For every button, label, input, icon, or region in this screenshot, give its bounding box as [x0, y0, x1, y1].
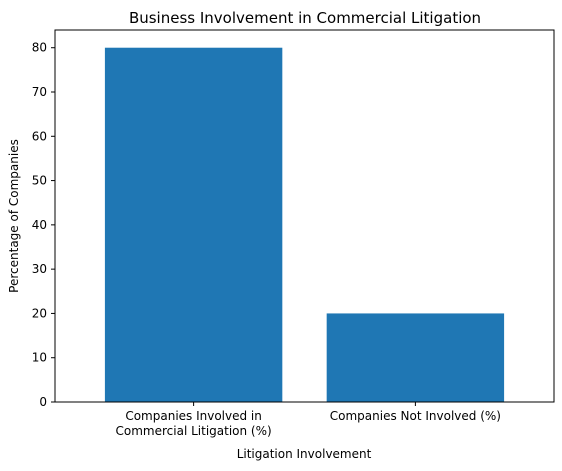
y-tick-label-10: 10: [32, 351, 47, 365]
y-tick-label-40: 40: [32, 218, 47, 232]
y-tick-label-0: 0: [39, 395, 47, 409]
x-tick-label-1: Companies Not Involved (%): [330, 409, 501, 423]
y-tick-label-50: 50: [32, 174, 47, 188]
bars-group: [104, 47, 505, 403]
y-axis-label: Percentage of Companies: [7, 139, 21, 293]
x-tick-label-0: Companies Involved in Commercial Litigati…: [116, 409, 272, 438]
y-axis: 0 10 20 30 40 50 60 70 80: [32, 41, 55, 409]
y-tick-label-80: 80: [32, 41, 47, 55]
y-tick-label-60: 60: [32, 129, 47, 143]
x-axis: Companies Involved in Commercial Litigati…: [116, 402, 501, 438]
plot-frame: [54, 29, 555, 403]
bar-1: [326, 313, 505, 402]
x-axis-label: Litigation Involvement: [237, 447, 372, 461]
chart-title: Business Involvement in Commercial Litig…: [129, 9, 481, 27]
y-tick-label-30: 30: [32, 262, 47, 276]
y-tick-label-20: 20: [32, 306, 47, 320]
y-tick-label-70: 70: [32, 85, 47, 99]
bar-0: [104, 47, 283, 403]
